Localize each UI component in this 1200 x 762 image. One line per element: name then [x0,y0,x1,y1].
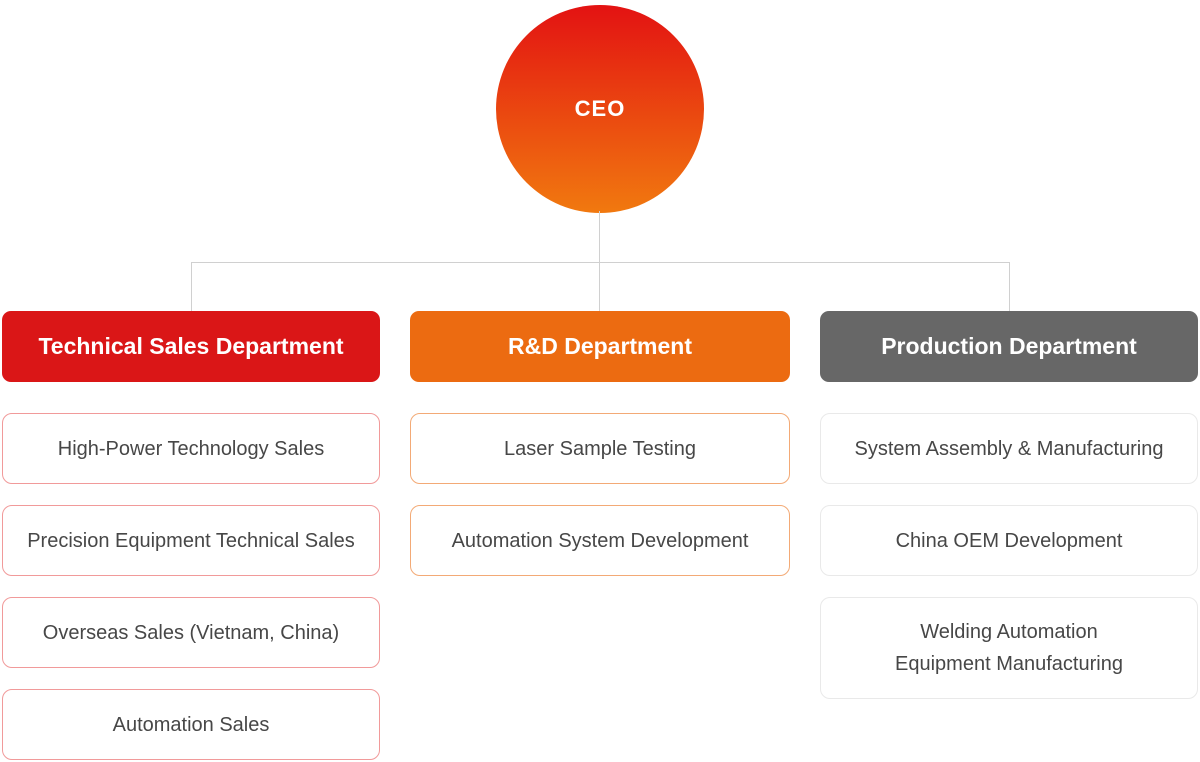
dept-item: Welding Automation Equipment Manufacturi… [820,597,1198,699]
dept-item-label: Laser Sample Testing [504,437,696,460]
dept-item: System Assembly & Manufacturing [820,413,1198,484]
dept-item-label: Precision Equipment Technical Sales [27,529,355,552]
dept-item-label: Overseas Sales (Vietnam, China) [42,621,340,644]
dept-item-label: China OEM Development [895,529,1123,552]
dept-item: Laser Sample Testing [410,413,790,484]
dept-item: Precision Equipment Technical Sales [2,505,380,576]
dept-header-technical-sales: Technical Sales Department [2,311,380,382]
connector-line-left-vertical [191,262,192,312]
dept-header-production: Production Department [820,311,1198,382]
dept-column-rnd: R&D Department Laser Sample Testing Auto… [410,311,790,597]
ceo-node: CEO [496,5,704,213]
dept-item-label: Automation Sales [112,713,270,736]
connector-line-middle-vertical [599,262,600,312]
dept-item-label: Welding Automation Equipment Manufacturi… [895,621,1123,675]
dept-title: Production Department [881,333,1137,359]
dept-item: Overseas Sales (Vietnam, China) [2,597,380,668]
dept-item-label: Automation System Development [451,529,749,552]
dept-item-label: High-Power Technology Sales [57,437,325,460]
dept-item: Automation System Development [410,505,790,576]
connector-line-right-vertical [1009,262,1010,312]
dept-title: R&D Department [507,333,693,359]
dept-column-technical-sales: Technical Sales Department High-Power Te… [2,311,380,762]
connector-line-ceo-vertical [599,211,600,262]
dept-header-rnd: R&D Department [410,311,790,382]
dept-item: Automation Sales [2,689,380,760]
dept-item-label: System Assembly & Manufacturing [854,437,1164,460]
dept-item: China OEM Development [820,505,1198,576]
dept-item: High-Power Technology Sales [2,413,380,484]
dept-title: Technical Sales Department [38,333,344,359]
dept-column-production: Production Department System Assembly & … [820,311,1198,720]
ceo-label: CEO [574,96,626,121]
connector-line-horizontal [191,262,1010,263]
